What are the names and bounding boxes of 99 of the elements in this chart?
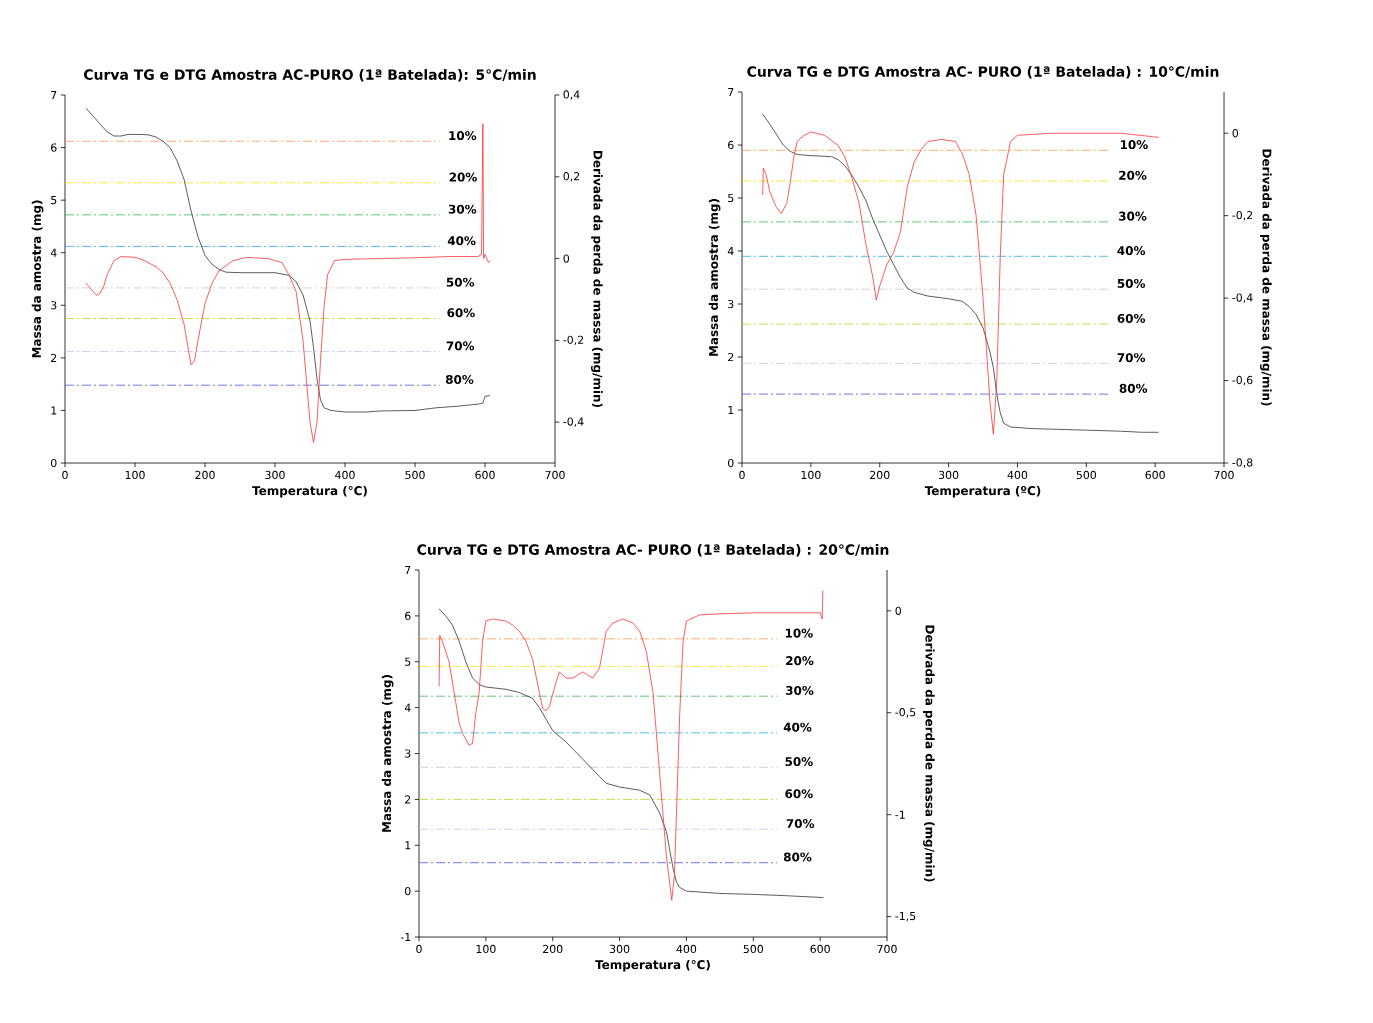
- y2-tick-label: -1,5: [895, 912, 916, 922]
- y-tick-label: 7: [728, 88, 734, 96]
- annotation: 30%: [448, 204, 477, 214]
- x-tick-label: 0: [62, 470, 68, 480]
- annotation: 40%: [1117, 246, 1146, 256]
- y-tick-label: 1: [728, 406, 734, 415]
- y-tick-label: 4: [727, 247, 734, 256]
- x-tick-label: 0: [416, 944, 422, 954]
- y-tick-label: 6: [405, 611, 411, 621]
- y-axis-title: Massa da amostra (mg): [708, 199, 721, 356]
- x-tick-label: 600: [810, 944, 830, 954]
- y-axis-title: Massa da amostra (mg): [381, 675, 394, 832]
- annotation: 60%: [785, 789, 813, 799]
- annotation: 80%: [783, 852, 812, 862]
- y2-axis-title: Derivada da perda de massa (mg/min): [1260, 149, 1272, 406]
- x-tick-label: 600: [1145, 470, 1165, 480]
- annotation: 20%: [449, 172, 477, 182]
- y2-tick-label: 0: [563, 254, 570, 263]
- x-tick-label: 200: [543, 944, 563, 954]
- chart-title: Curva TG e DTG Amostra AC- PURO (1ª Batelada) : 20°C/min: [417, 544, 889, 557]
- y-axis-title: Massa da amostra (mg): [31, 200, 44, 358]
- y2-tick-label: -0,8: [1232, 458, 1253, 468]
- annotation: 10%: [449, 131, 477, 141]
- y-tick-label: 5: [405, 657, 411, 666]
- annotation: 60%: [1117, 313, 1146, 323]
- annotation: 70%: [446, 341, 475, 351]
- y2-tick-label: -0,6: [1232, 375, 1253, 386]
- y2-tick-label: -0,5: [895, 708, 916, 718]
- x-tick-label: 400: [335, 470, 355, 480]
- x-axis-title: Temperatura (ºC): [924, 485, 1041, 498]
- annotation: 20%: [786, 656, 814, 666]
- y-tick-label: 6: [728, 140, 734, 150]
- annotation: 40%: [447, 236, 476, 246]
- annotation: 50%: [785, 757, 813, 767]
- annotation: 30%: [1119, 211, 1147, 221]
- y-tick-label: 2: [51, 353, 57, 362]
- y2-tick-label: -0,2: [1232, 210, 1253, 221]
- x-tick-label: 700: [545, 470, 565, 480]
- x-axis-title: Temperatura (°C): [595, 959, 710, 972]
- y-tick-label: 7: [405, 566, 411, 575]
- x-tick-label: 0: [739, 470, 745, 480]
- y-tick-label: 4: [50, 248, 57, 257]
- y2-tick-label: 0: [1232, 129, 1239, 138]
- y2-tick-label: -1: [895, 810, 905, 819]
- x-tick-label: 100: [125, 470, 145, 480]
- annotation: 50%: [446, 277, 475, 287]
- y-tick-label: 3: [51, 301, 57, 310]
- y-tick-label: 3: [405, 749, 411, 758]
- annotation: 80%: [1119, 383, 1148, 393]
- y-tick-label: 5: [728, 193, 734, 203]
- y-tick-label: 2: [728, 352, 734, 362]
- x-tick-label: 500: [1076, 470, 1097, 480]
- x-tick-label: 300: [938, 470, 959, 480]
- y-tick-label: 5: [51, 196, 57, 205]
- y-tick-label: 0: [50, 458, 57, 468]
- y2-tick-label: 0: [895, 606, 902, 615]
- y-tick-label: 7: [51, 91, 57, 99]
- annotation: 10%: [785, 628, 813, 638]
- annotation: 50%: [1117, 278, 1146, 288]
- annotation: 60%: [447, 308, 475, 318]
- y-tick-label: 4: [404, 703, 411, 712]
- chart-title: Curva TG e DTG Amostra AC- PURO (1ª Batelada) : 10°C/min: [747, 66, 1219, 79]
- y2-axis-title: Derivada da perda de massa (mg/min): [923, 625, 935, 882]
- y-tick-label: 0: [404, 887, 411, 896]
- y-tick-label: 3: [728, 299, 734, 309]
- y-tick-label: 0: [727, 458, 734, 468]
- annotation: 70%: [1117, 353, 1146, 363]
- x-tick-label: 300: [609, 944, 630, 954]
- y2-tick-label: 0,4: [563, 90, 580, 100]
- x-tick-label: 700: [1214, 470, 1234, 480]
- x-tick-label: 100: [801, 470, 821, 480]
- annotation: 40%: [783, 722, 812, 732]
- y2-tick-label: -0,2: [563, 335, 584, 346]
- y-tick-label: 1: [405, 841, 411, 850]
- annotation: 10%: [1120, 140, 1148, 150]
- annotation: 20%: [1119, 170, 1147, 180]
- y-tick-label: 1: [51, 406, 57, 415]
- x-tick-label: 100: [476, 944, 496, 954]
- y2-axis-title: Derivada da perda de massa (mg/min): [591, 151, 603, 407]
- annotation: 80%: [445, 374, 474, 385]
- x-tick-label: 700: [877, 944, 897, 954]
- annotation: 70%: [786, 818, 815, 829]
- annotation: 30%: [786, 685, 814, 695]
- x-tick-label: 600: [475, 470, 495, 480]
- x-tick-label: 200: [870, 470, 890, 480]
- y-tick-label: 6: [51, 143, 57, 152]
- x-tick-label: 500: [743, 944, 764, 954]
- x-tick-label: 200: [195, 470, 215, 480]
- y-tick-label: 2: [405, 795, 411, 804]
- x-tick-label: 400: [676, 944, 697, 954]
- y2-tick-label: -0,4: [563, 417, 584, 427]
- chart-title: Curva TG e DTG Amostra AC-PURO (1ª Batelada): 5°C/min: [84, 69, 536, 82]
- y-tick-label: -1: [400, 933, 411, 942]
- x-tick-label: 300: [265, 470, 285, 480]
- x-axis-title: Temperatura (°C): [252, 485, 367, 498]
- y2-tick-label: 0,2: [563, 172, 580, 182]
- y2-tick-label: -0,4: [1232, 293, 1253, 303]
- x-tick-label: 400: [1007, 470, 1028, 480]
- x-tick-label: 500: [405, 470, 425, 480]
